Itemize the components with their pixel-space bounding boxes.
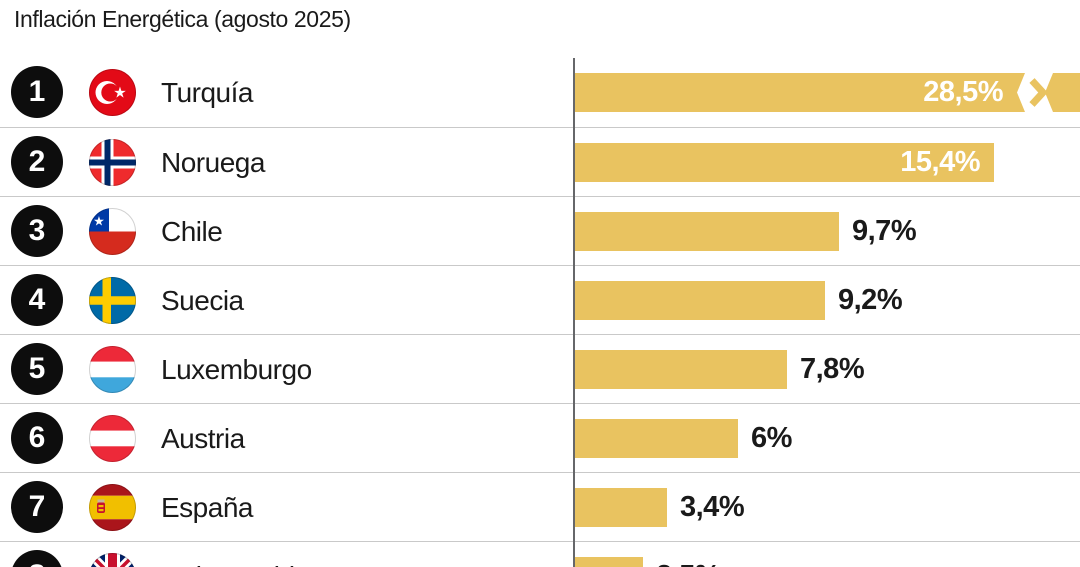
country-label: Chile [161, 215, 223, 247]
value-label: 6% [751, 422, 792, 454]
chart-title: Inflación Energética (agosto 2025) [14, 6, 351, 32]
sweden-flag-icon [89, 277, 136, 324]
country-label: Austria [161, 422, 245, 454]
turkey-flag-icon: ★ [89, 69, 136, 116]
chart-row: 5 Luxemburgo 7,8% [0, 334, 1080, 403]
value-bar [575, 212, 839, 251]
country-label: Suecia [161, 284, 244, 316]
axis-baseline [573, 58, 575, 567]
austria-flag-icon [89, 415, 136, 462]
rank-badge: 6 [11, 412, 63, 464]
rank-badge: 3 [11, 205, 63, 257]
chart-row: 3 ★ Chile 9,7% [0, 196, 1080, 265]
chart-row: 8 Reino Unido 2,5% [0, 541, 1080, 567]
rank-badge: 5 [11, 343, 63, 395]
value-label: 2,5% [656, 542, 721, 567]
uk-flag-icon [89, 553, 136, 567]
value-bar [575, 350, 787, 389]
country-label: España [161, 491, 253, 523]
value-bar: 15,4% [575, 143, 994, 182]
country-label: Luxemburgo [161, 353, 312, 385]
value-label: 15,4% [900, 146, 980, 178]
value-bar [575, 419, 738, 458]
value-label: 3,4% [680, 491, 745, 523]
chart-rows: 1 ★ Turquía 28,5% 2 Noruega 15,4% 3 [0, 58, 1080, 567]
spain-flag-icon [89, 484, 136, 531]
country-label: Reino Unido [161, 542, 310, 567]
svg-text:★: ★ [113, 84, 126, 102]
chart-row: 1 ★ Turquía 28,5% [0, 58, 1080, 127]
value-label: 9,2% [838, 284, 903, 316]
chart-row: 7 España 3,4% [0, 472, 1080, 541]
bar-break-icon [1029, 73, 1080, 112]
value-label: 9,7% [852, 215, 917, 247]
chart-row: 6 Austria 6% [0, 403, 1080, 472]
value-bar [575, 488, 667, 527]
svg-text:★: ★ [93, 215, 105, 230]
rank-badge: 8 [11, 550, 63, 567]
norway-flag-icon [89, 139, 136, 186]
rank-badge: 2 [11, 136, 63, 188]
rank-badge: 4 [11, 274, 63, 326]
value-label: 7,8% [800, 353, 865, 385]
chart-row: 4 Suecia 9,2% [0, 265, 1080, 334]
rank-badge: 7 [11, 481, 63, 533]
country-label: Noruega [161, 146, 265, 178]
chart-row: 2 Noruega 15,4% [0, 127, 1080, 196]
chile-flag-icon: ★ [89, 208, 136, 255]
value-bar [575, 557, 643, 567]
value-label: 28,5% [923, 76, 1003, 108]
country-label: Turquía [161, 76, 253, 108]
luxembourg-flag-icon [89, 346, 136, 393]
value-bar: 28,5% [575, 73, 1025, 112]
rank-badge: 1 [11, 66, 63, 118]
value-bar [575, 281, 825, 320]
